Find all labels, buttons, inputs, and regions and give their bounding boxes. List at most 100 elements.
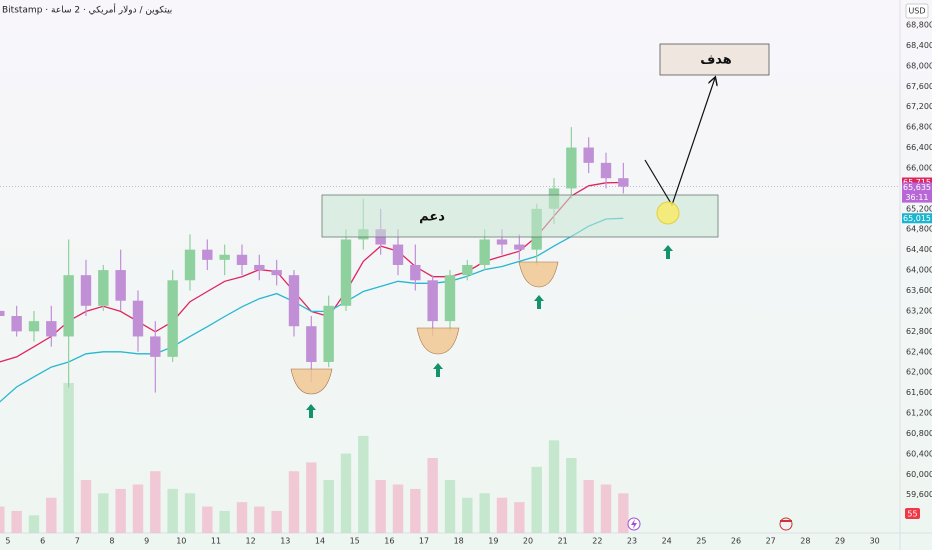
x-tick-label: 8: [109, 537, 114, 546]
candle-body: [462, 264, 473, 276]
candle-body: [618, 178, 629, 187]
y-tick-label: 67,200: [906, 102, 932, 111]
candle-body: [427, 280, 438, 322]
candle-body: [288, 275, 300, 327]
y-tick-label: 63,600: [906, 286, 932, 295]
x-tick-label: 19: [488, 537, 498, 546]
volume-bar: [254, 506, 265, 533]
candle-body: [0, 310, 5, 317]
volume-bar: [566, 458, 577, 533]
volume-bar: [167, 488, 178, 533]
countdown: 36:11: [905, 193, 928, 202]
volume-bar: [236, 502, 248, 533]
volume-bar: [427, 458, 438, 533]
x-tick-label: 14: [315, 537, 325, 546]
volume-bar: [618, 493, 629, 533]
candle-body: [514, 244, 525, 250]
volume-bar: [375, 480, 386, 533]
candle-body: [167, 280, 178, 357]
x-tick-label: 11: [211, 537, 221, 546]
candle-body: [115, 270, 126, 301]
y-tick-label: 60,800: [906, 429, 932, 438]
candle-body: [444, 275, 456, 322]
x-tick-label: 5: [5, 537, 10, 546]
volume-bar: [479, 493, 490, 533]
x-tick-label: 6: [40, 537, 45, 546]
up-arrow: [433, 363, 443, 377]
target-box: [659, 43, 770, 76]
volume-bar: [496, 497, 508, 533]
volume-bar: [202, 506, 213, 533]
currency-box[interactable]: [905, 3, 929, 19]
y-tick-label: 66,400: [906, 143, 932, 152]
volume-bar: [410, 488, 421, 533]
candle-body: [323, 305, 334, 362]
support-zone: [321, 194, 719, 238]
x-tick-label: 27: [766, 537, 776, 546]
candle-body: [600, 162, 612, 179]
volume-bar: [115, 488, 126, 533]
x-tick-label: 7: [75, 537, 80, 546]
x-tick-label: 25: [696, 537, 706, 546]
price-label-box: [902, 177, 932, 188]
volume-bar: [531, 466, 542, 533]
currency: USD: [908, 7, 925, 16]
candle-body: [80, 275, 92, 306]
volume-bar: [600, 484, 612, 533]
volume-bar: [323, 480, 334, 533]
volume-bar: [0, 506, 5, 533]
volume-bar: [98, 493, 109, 533]
candle-body: [340, 239, 352, 306]
y-tick-label: 65,200: [906, 204, 932, 213]
price-label-box: [902, 182, 932, 203]
volume-bar: [150, 471, 161, 533]
x-tick-label: 17: [419, 537, 429, 546]
y-tick-label: 64,800: [906, 225, 932, 234]
y-tick-label: 60,400: [906, 449, 932, 458]
volume-bar: [184, 493, 196, 533]
y-tick-label: 64,000: [906, 266, 932, 275]
volume-bar: [80, 480, 92, 533]
volume-bar: [462, 497, 473, 533]
y-tick-label: 61,200: [906, 409, 932, 418]
volume-bar: [28, 515, 40, 533]
volume-bar: [288, 471, 300, 533]
price-label-box: [902, 213, 932, 224]
candle-body: [566, 147, 577, 189]
candle-body: [98, 270, 109, 306]
candle-body: [202, 249, 213, 260]
y-tick-label: 63,200: [906, 306, 932, 315]
up-arrows: [306, 245, 673, 418]
x-tick-label: 28: [800, 537, 810, 546]
candle-body: [132, 300, 144, 337]
x-tick-label: 29: [835, 537, 845, 546]
flag-stripe: [780, 520, 792, 522]
event-icon: [631, 519, 637, 529]
x-tick-label: 22: [592, 537, 602, 546]
axes: 59,600 60,000 60,400 60,800 61,200 61,600 62,0…: [5, 21, 932, 546]
candle-body: [28, 321, 40, 332]
candle-body: [410, 264, 421, 281]
volume-bar: [46, 497, 57, 533]
volume-bar: [358, 435, 369, 533]
alert-badge[interactable]: [905, 508, 920, 519]
volume-bar: [132, 484, 144, 533]
x-tick-label: 12: [246, 537, 256, 546]
volume-bar: [11, 510, 22, 533]
volume-bar: [514, 502, 525, 533]
volume-bar: [340, 453, 352, 533]
candle-body: [236, 254, 248, 265]
alert-badge-text: 55: [907, 510, 917, 519]
y-tick-label: 62,000: [906, 368, 932, 377]
y-tick-label: 64,400: [906, 245, 932, 254]
event-icon[interactable]: [779, 517, 793, 531]
moving-average: [0, 217, 624, 403]
y-tick-label: 61,600: [906, 388, 932, 397]
volume-layer: [0, 383, 629, 533]
price-label: 65,715: [903, 178, 931, 187]
y-tick-label: 68,800: [906, 21, 932, 30]
volume-bar: [306, 462, 317, 533]
y-tick-label: 62,400: [906, 347, 932, 356]
candle-body: [271, 270, 282, 276]
